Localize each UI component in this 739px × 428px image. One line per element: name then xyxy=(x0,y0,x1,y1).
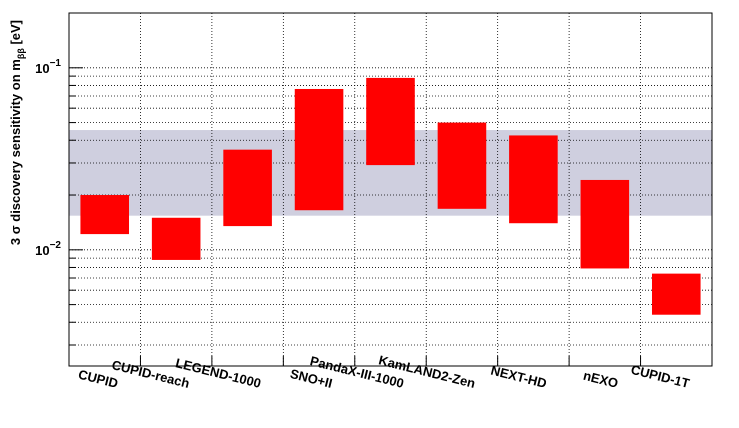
y-axis-label-main: 3 σ discovery sensitivity on m xyxy=(8,59,23,245)
range-bar-cupid xyxy=(80,195,130,235)
y-axis-label: 3 σ discovery sensitivity on mββ [eV] xyxy=(8,20,26,245)
y-tick-labels: 10−2 10−1 xyxy=(35,58,61,258)
range-bar-sno-ii xyxy=(294,88,344,211)
range-bar-cupid-reach xyxy=(151,217,201,260)
category-label: nEXO xyxy=(582,368,620,391)
range-bar-nexo xyxy=(580,179,630,269)
range-bar-kamland2-zen xyxy=(437,122,487,209)
tick-layer xyxy=(69,12,642,366)
category-label: NEXT-HD xyxy=(489,363,548,391)
range-bar-legend-1000 xyxy=(223,149,272,227)
y-axis-label-unit: [eV] xyxy=(8,20,23,48)
bar-layer xyxy=(80,77,701,315)
range-bar-pandax-iii-1000 xyxy=(366,77,415,166)
range-bar-next-hd xyxy=(509,135,558,224)
y-tick-label: 10−2 xyxy=(35,240,61,258)
range-bar-cupid-1t xyxy=(651,273,701,315)
y-tick-label: 10−1 xyxy=(35,58,61,76)
y-axis-label-subscript: ββ xyxy=(16,48,26,59)
plot-frame xyxy=(68,12,713,367)
